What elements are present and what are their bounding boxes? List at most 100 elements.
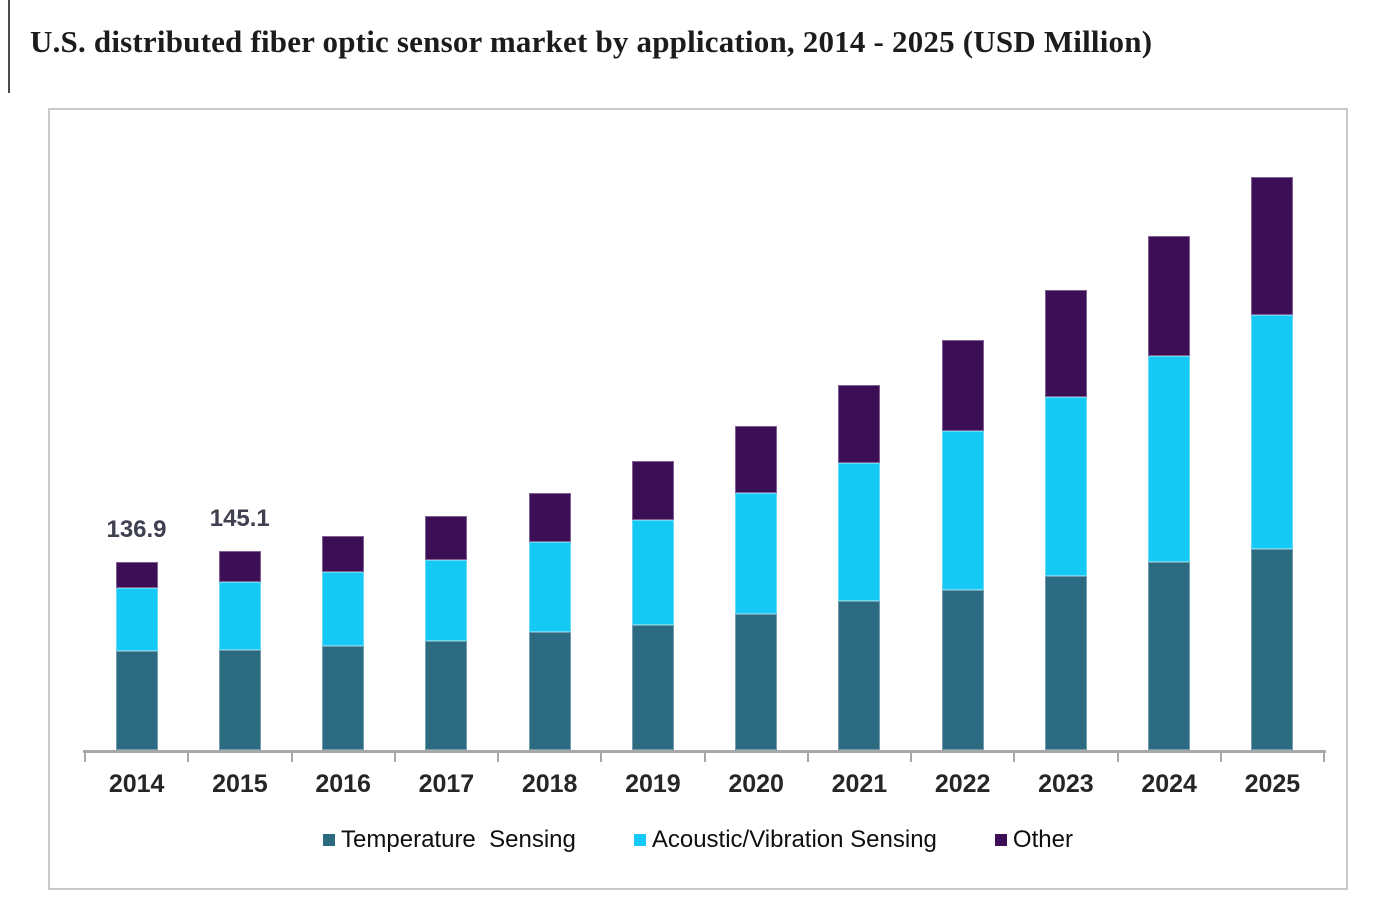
stacked-bar-2022 <box>941 339 984 750</box>
chart-box: 136.9 145.1 2014 2015 2016 2017 2018 2019 2020 2… <box>48 108 1348 890</box>
segment-2019-acoustic-vibration-sensing <box>631 519 674 625</box>
x-axis-tick <box>1219 753 1222 762</box>
legend-swatch-icon <box>994 834 1007 846</box>
segment-2016-other <box>322 535 365 572</box>
bar-group-2024 <box>1118 110 1221 750</box>
segment-2020-temperature-sensing <box>735 613 778 750</box>
segment-2017-acoustic-vibration-sensing <box>425 559 468 641</box>
segment-2023-temperature-sensing <box>1044 575 1087 750</box>
bar-group-2018 <box>498 110 601 750</box>
segment-2014-acoustic-vibration-sensing <box>115 587 158 651</box>
left-edge-rule <box>8 0 10 93</box>
bar-group-2014: 136.9 <box>85 110 188 750</box>
segment-2020-acoustic-vibration-sensing <box>735 492 778 614</box>
segment-2025-other <box>1251 176 1294 315</box>
stacked-bar-2021 <box>838 384 881 750</box>
x-label-2022: 2022 <box>934 770 991 798</box>
segment-2018-temperature-sensing <box>528 631 571 750</box>
segment-2024-other <box>1148 235 1191 356</box>
plot-area: 136.9 145.1 <box>85 110 1324 750</box>
segment-2021-temperature-sensing <box>838 600 881 750</box>
x-axis-tick <box>806 753 809 762</box>
x-label-2024: 2024 <box>1141 770 1197 798</box>
segment-2020-other <box>735 425 778 493</box>
x-label-2016: 2016 <box>315 770 371 798</box>
stacked-bar-2025 <box>1251 176 1294 750</box>
legend-item-acoustic-vibration-sensing: Acoustic/Vibration Sensing <box>633 826 937 854</box>
stacked-bar-2023 <box>1044 289 1087 750</box>
segment-2023-acoustic-vibration-sensing <box>1044 396 1087 576</box>
x-label-2017: 2017 <box>418 770 475 798</box>
bar-group-2023 <box>1014 110 1117 750</box>
x-label-2020: 2020 <box>728 770 784 798</box>
stacked-bar-2017 <box>425 515 468 750</box>
x-axis-tick <box>1116 753 1119 762</box>
segment-2017-other <box>425 515 468 560</box>
x-label-2015: 2015 <box>212 770 268 798</box>
legend-swatch-icon <box>633 834 646 846</box>
legend-label: Temperature Sensing <box>341 826 576 853</box>
legend: Temperature Sensing Acoustic/Vibration Se… <box>50 826 1346 854</box>
segment-2022-temperature-sensing <box>941 589 984 750</box>
segment-2015-acoustic-vibration-sensing <box>218 581 261 650</box>
x-label-2023: 2023 <box>1038 770 1094 798</box>
bar-group-2017 <box>395 110 498 750</box>
bar-group-2025 <box>1221 110 1324 750</box>
data-label-2015: 145.1 <box>209 504 270 532</box>
x-axis-tick <box>910 753 912 762</box>
bar-group-2019 <box>601 110 704 750</box>
segment-2014-other <box>115 562 158 588</box>
stacked-bar-2015 <box>218 550 261 750</box>
x-label-2018: 2018 <box>521 770 578 798</box>
x-axis-line <box>83 750 1326 753</box>
legend-label: Other <box>1012 826 1073 853</box>
bar-group-2021 <box>808 110 911 750</box>
stacked-bar-2019 <box>631 460 674 750</box>
legend-swatch-icon <box>323 834 336 846</box>
bar-group-2020 <box>705 110 808 750</box>
legend-item-other: Other <box>994 826 1073 854</box>
x-axis-tick <box>1013 753 1016 762</box>
x-axis-tick <box>497 753 499 762</box>
segment-2016-acoustic-vibration-sensing <box>322 571 365 646</box>
legend-item-temperature-sensing: Temperature Sensing <box>323 826 576 854</box>
x-label-2025: 2025 <box>1244 770 1301 798</box>
x-axis-tick <box>1323 753 1325 762</box>
stacked-bar-2020 <box>735 425 778 750</box>
segment-2022-acoustic-vibration-sensing <box>941 430 984 590</box>
segment-2014-temperature-sensing <box>115 650 158 750</box>
bar-group-2015: 145.1 <box>188 110 291 750</box>
x-axis-tick <box>393 753 396 762</box>
x-axis-labels: 2014 2015 2016 2017 2018 2019 2020 2021 2022 2023… <box>85 770 1324 799</box>
segment-2018-other <box>528 492 571 542</box>
stacked-bar-2016 <box>322 535 365 750</box>
segment-2015-temperature-sensing <box>218 649 261 750</box>
segment-2017-temperature-sensing <box>425 640 468 750</box>
legend-label: Acoustic/Vibration Sensing <box>651 826 937 853</box>
x-axis-tick <box>600 753 603 762</box>
bar-group-2016 <box>292 110 395 750</box>
x-label-2014: 2014 <box>108 770 165 798</box>
segment-2022-other <box>941 339 984 431</box>
segment-2024-temperature-sensing <box>1148 561 1191 750</box>
x-axis-tick <box>290 753 293 762</box>
x-axis-tick <box>84 753 86 762</box>
segment-2016-temperature-sensing <box>322 645 365 750</box>
segment-2025-temperature-sensing <box>1251 548 1294 750</box>
stacked-bar-2018 <box>528 492 571 750</box>
segment-2018-acoustic-vibration-sensing <box>528 541 571 632</box>
segment-2021-other <box>838 384 881 463</box>
segment-2024-acoustic-vibration-sensing <box>1148 355 1191 562</box>
chart-title: U.S. distributed fiber optic sensor mark… <box>30 24 1153 59</box>
segment-2019-other <box>631 460 674 520</box>
bar-group-2022 <box>911 110 1014 750</box>
segment-2019-temperature-sensing <box>631 624 674 750</box>
segment-2025-acoustic-vibration-sensing <box>1251 314 1294 549</box>
x-axis-tick <box>703 753 706 762</box>
x-label-2019: 2019 <box>625 770 681 798</box>
segment-2021-acoustic-vibration-sensing <box>838 462 881 601</box>
segment-2023-other <box>1044 289 1087 397</box>
x-label-2021: 2021 <box>831 770 888 798</box>
x-axis-tick <box>187 753 190 762</box>
